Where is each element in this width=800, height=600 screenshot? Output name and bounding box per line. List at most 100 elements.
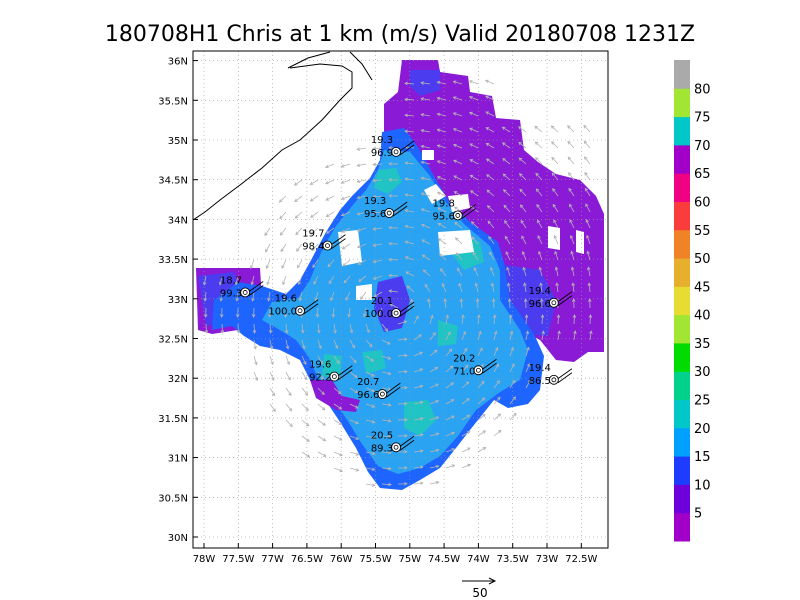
wind-vector: [503, 204, 511, 213]
wind-vector: [406, 285, 415, 293]
wind-vector: [420, 129, 431, 133]
latitude-axis: 30N 30.5N 31N 31.5N 32N 32.5N 33N 33.5N 34N 34.5N…: [158, 57, 198, 544]
lat-tick-label: 30.5N: [158, 493, 188, 504]
wind-vector: [476, 314, 481, 325]
wind-vector: [413, 449, 424, 453]
map-frame: [192, 50, 609, 549]
field-gap: [576, 230, 584, 254]
wind-vector: [461, 381, 470, 389]
wind-vector: [445, 331, 451, 341]
wind-vector: [518, 126, 527, 133]
wind-vector: [429, 349, 438, 357]
colorbar-label: 45: [694, 280, 711, 295]
wind-vector: [413, 417, 424, 421]
wind-vector: [583, 140, 591, 149]
colorbar-label: 65: [694, 167, 711, 182]
wind-vector: [421, 254, 431, 261]
wind-vector: [437, 222, 447, 229]
wind-vector: [347, 307, 351, 318]
wind-vector: [333, 403, 343, 410]
reference-vector: 50: [462, 577, 497, 600]
colorbar-swatch: [674, 258, 690, 287]
station-barb: [392, 201, 408, 217]
wind-vector: [333, 323, 337, 334]
wind-vector: [372, 194, 383, 199]
lon-tick-label: 76W: [330, 554, 353, 565]
wind-vector: [486, 174, 495, 181]
wind-vector: [220, 323, 225, 334]
lon-tick-label: 75W: [398, 554, 421, 565]
wind-vector: [534, 141, 543, 149]
wind-vector: [470, 221, 479, 229]
wind-vector: [503, 189, 511, 197]
wind-vector: [525, 363, 531, 373]
wind-vector: [520, 219, 527, 229]
wind-vector: [265, 243, 271, 253]
lat-tick-label: 36N: [168, 57, 188, 68]
wind-vector: [587, 266, 591, 277]
wind-vector: [333, 339, 339, 350]
wind-vector: [589, 330, 593, 341]
wind-vector: [365, 403, 376, 408]
station-pressure: 92.2: [309, 373, 331, 384]
field-region-cyan: [404, 400, 436, 436]
wind-vector: [349, 387, 359, 394]
reference-vector-label: 50: [472, 586, 487, 600]
wind-vector: [473, 267, 479, 277]
wind-vector: [252, 323, 257, 334]
station-pressure: 100.0: [364, 309, 393, 320]
lat-tick-label: 31.5N: [158, 414, 188, 425]
wind-vector: [404, 97, 415, 102]
wind-vector: [301, 387, 309, 396]
wind-vector: [381, 403, 392, 407]
wind-vector: [397, 482, 408, 486]
colorbar-swatch: [674, 456, 690, 485]
lat-tick-label: 34N: [168, 215, 188, 226]
wind-vector: [300, 323, 305, 334]
wind-vector: [438, 238, 447, 245]
wind-vector: [508, 314, 513, 325]
lon-tick-label: 74.5W: [428, 554, 460, 565]
wind-vector: [569, 219, 575, 229]
wind-vector: [485, 158, 495, 165]
coastline: [193, 51, 373, 221]
wind-vector: [357, 259, 367, 265]
wind-vector: [356, 147, 367, 151]
wind-vector: [397, 369, 408, 374]
coastline-segment: [349, 51, 373, 81]
wind-vector: [485, 111, 495, 117]
station-barb: [303, 299, 319, 315]
wind-vector: [325, 211, 335, 218]
wind-vector: [445, 431, 456, 437]
wind-vector: [294, 195, 303, 203]
wind-vector: [333, 451, 343, 457]
wind-vector: [553, 234, 559, 245]
colorbar-swatch: [674, 173, 690, 202]
wind-vector: [301, 451, 311, 458]
dropsonde-station: 19.8 95.6: [433, 198, 477, 222]
wind-vector: [436, 191, 447, 197]
wind-vector: [204, 307, 208, 318]
station-temperature: 19.7: [302, 229, 324, 240]
dropsonde-station: 19.3 96.9: [371, 135, 415, 159]
wind-vector: [269, 403, 276, 412]
wind-vector: [381, 418, 392, 423]
coastline-segment: [287, 51, 331, 69]
wind-vector: [333, 467, 344, 473]
wind-vector: [457, 267, 463, 277]
station-pressure: 95.6: [433, 211, 455, 222]
wind-vector: [282, 275, 287, 286]
lon-tick-label: 75.5W: [359, 554, 391, 565]
wind-vector: [490, 282, 495, 293]
station-markers: 19.3 96.9 19.3 95.6 19.8 95.6 19.7 98.4 18.7 99.3…: [220, 135, 573, 454]
lat-tick-label: 30N: [168, 533, 188, 544]
wind-vector: [360, 291, 367, 300]
wind-vector: [427, 298, 431, 309]
wind-vector: [331, 307, 336, 318]
wind-vector: [586, 234, 591, 245]
wind-vector: [404, 193, 415, 197]
wind-vector: [356, 163, 367, 167]
wind-vector: [477, 430, 487, 437]
wind-vector: [365, 419, 376, 424]
